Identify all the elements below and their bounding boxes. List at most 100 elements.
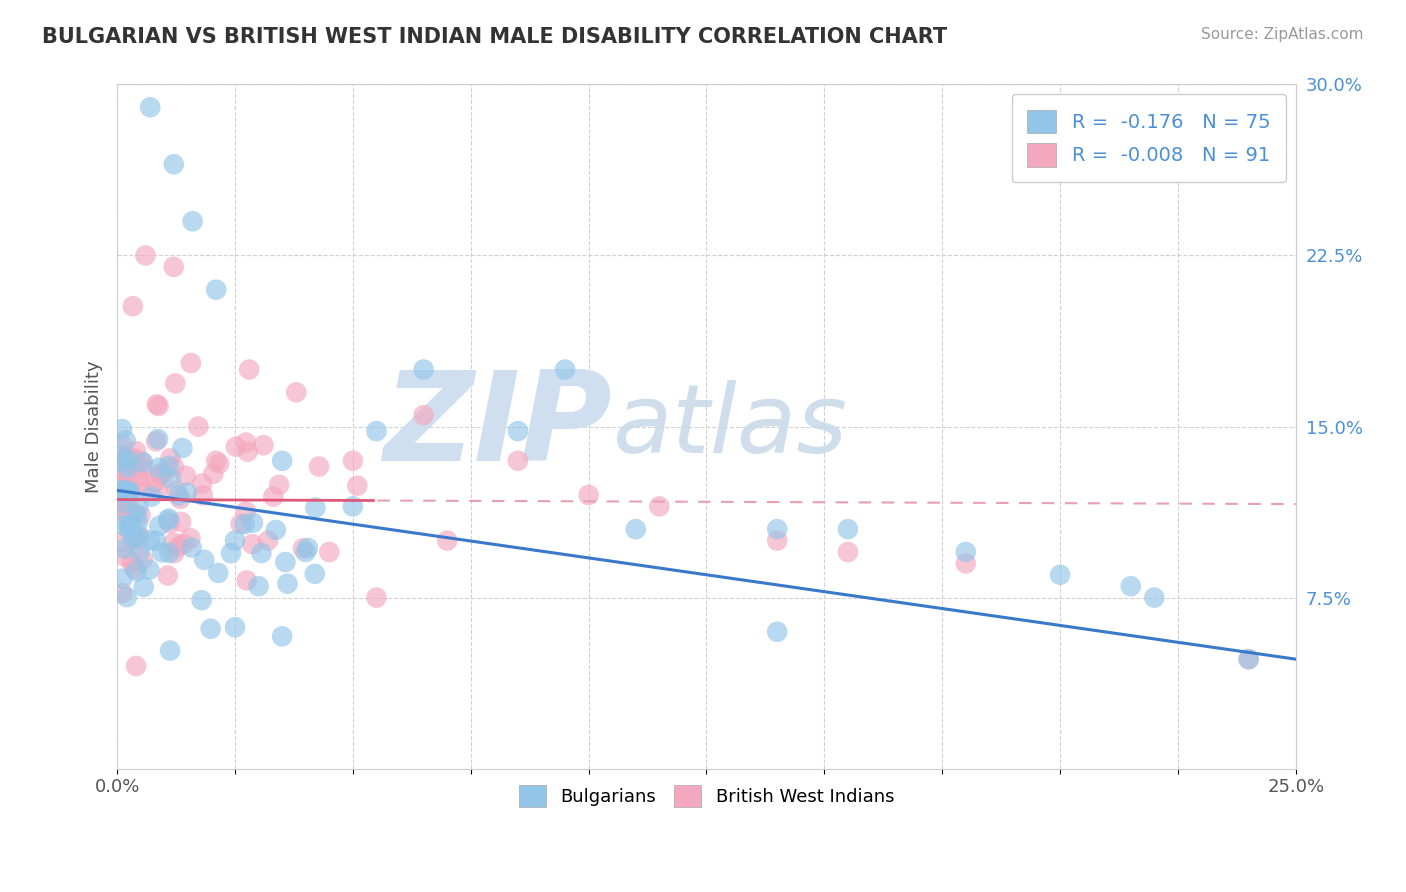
Point <box>111 517 134 532</box>
Text: Source: ZipAtlas.com: Source: ZipAtlas.com <box>1201 27 1364 42</box>
Point <box>114 549 136 564</box>
Point <box>179 531 201 545</box>
Point <box>1237 652 1260 666</box>
Point <box>165 376 187 391</box>
Point <box>145 397 167 411</box>
Point <box>111 504 134 518</box>
Point <box>138 563 160 577</box>
Point <box>148 460 170 475</box>
Point <box>238 362 260 376</box>
Point <box>342 454 364 468</box>
Point <box>648 500 671 514</box>
Point <box>174 468 197 483</box>
Point <box>128 468 150 483</box>
Point <box>125 508 148 522</box>
Point <box>111 438 134 452</box>
Point <box>318 545 340 559</box>
Point <box>163 157 186 171</box>
Point <box>235 574 257 588</box>
Point <box>129 508 152 523</box>
Point <box>143 475 166 490</box>
Point <box>181 214 204 228</box>
Point <box>111 450 134 464</box>
Point <box>118 524 141 538</box>
Point <box>240 537 263 551</box>
Point <box>163 260 186 274</box>
Point <box>176 485 198 500</box>
Point <box>235 504 257 518</box>
Point <box>149 467 172 481</box>
Point <box>205 283 228 297</box>
Point <box>111 586 134 600</box>
Point <box>122 453 145 467</box>
Point <box>207 566 229 580</box>
Point <box>131 454 153 468</box>
Point <box>141 490 163 504</box>
Point <box>269 478 291 492</box>
Point <box>118 496 141 510</box>
Point <box>208 457 231 471</box>
Point <box>157 546 180 560</box>
Point <box>436 533 458 548</box>
Point <box>342 500 364 514</box>
Point <box>955 545 977 559</box>
Point <box>114 434 136 448</box>
Point <box>111 472 134 486</box>
Point <box>955 557 977 571</box>
Point <box>193 553 215 567</box>
Point <box>111 505 134 519</box>
Point <box>180 356 202 370</box>
Point <box>252 438 274 452</box>
Point <box>146 482 169 496</box>
Point <box>274 555 297 569</box>
Point <box>285 385 308 400</box>
Point <box>132 461 155 475</box>
Point <box>127 528 149 542</box>
Point <box>134 484 156 499</box>
Point <box>148 519 170 533</box>
Point <box>125 444 148 458</box>
Point <box>264 523 287 537</box>
Point <box>257 533 280 548</box>
Point <box>157 458 180 473</box>
Point <box>129 475 152 489</box>
Point <box>169 491 191 506</box>
Point <box>837 522 859 536</box>
Point <box>118 518 141 533</box>
Point <box>159 471 181 485</box>
Point <box>125 564 148 578</box>
Point <box>304 566 326 581</box>
Point <box>172 441 194 455</box>
Point <box>205 454 228 468</box>
Point <box>554 362 576 376</box>
Point <box>271 629 294 643</box>
Point <box>170 515 193 529</box>
Point <box>117 460 139 475</box>
Point <box>624 522 647 536</box>
Point <box>235 435 257 450</box>
Point <box>159 451 181 466</box>
Point <box>115 496 138 510</box>
Point <box>1237 652 1260 666</box>
Point <box>125 659 148 673</box>
Point <box>766 624 789 639</box>
Point <box>118 484 141 499</box>
Point <box>145 434 167 449</box>
Point <box>139 100 162 114</box>
Point <box>578 488 600 502</box>
Point <box>191 488 214 502</box>
Point <box>148 399 170 413</box>
Point <box>236 444 259 458</box>
Point <box>262 490 284 504</box>
Point <box>366 424 388 438</box>
Point <box>346 478 368 492</box>
Point <box>412 362 434 376</box>
Point <box>127 500 149 514</box>
Point <box>225 440 247 454</box>
Point <box>117 485 139 500</box>
Point <box>127 516 149 530</box>
Point <box>115 590 138 604</box>
Point <box>165 483 187 498</box>
Point <box>111 483 134 497</box>
Point <box>132 455 155 469</box>
